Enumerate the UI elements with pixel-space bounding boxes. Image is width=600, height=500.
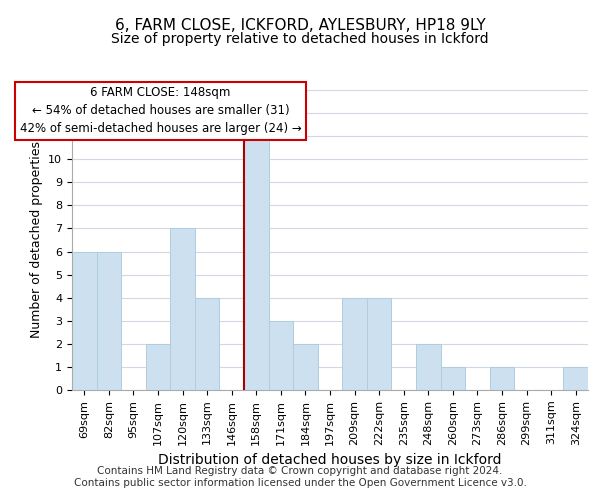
- Text: Size of property relative to detached houses in Ickford: Size of property relative to detached ho…: [111, 32, 489, 46]
- Bar: [146, 344, 170, 390]
- Bar: [244, 136, 269, 390]
- Bar: [563, 367, 588, 390]
- Bar: [72, 252, 97, 390]
- Y-axis label: Number of detached properties: Number of detached properties: [29, 142, 43, 338]
- Bar: [367, 298, 391, 390]
- Bar: [416, 344, 440, 390]
- Bar: [293, 344, 318, 390]
- Bar: [269, 321, 293, 390]
- Bar: [342, 298, 367, 390]
- Bar: [490, 367, 514, 390]
- Text: 6, FARM CLOSE, ICKFORD, AYLESBURY, HP18 9LY: 6, FARM CLOSE, ICKFORD, AYLESBURY, HP18 …: [115, 18, 485, 32]
- Bar: [440, 367, 465, 390]
- Bar: [97, 252, 121, 390]
- Bar: [170, 228, 195, 390]
- Bar: [195, 298, 220, 390]
- Text: Contains HM Land Registry data © Crown copyright and database right 2024.
Contai: Contains HM Land Registry data © Crown c…: [74, 466, 526, 487]
- Text: 6 FARM CLOSE: 148sqm
← 54% of detached houses are smaller (31)
42% of semi-detac: 6 FARM CLOSE: 148sqm ← 54% of detached h…: [20, 86, 301, 136]
- X-axis label: Distribution of detached houses by size in Ickford: Distribution of detached houses by size …: [158, 453, 502, 467]
